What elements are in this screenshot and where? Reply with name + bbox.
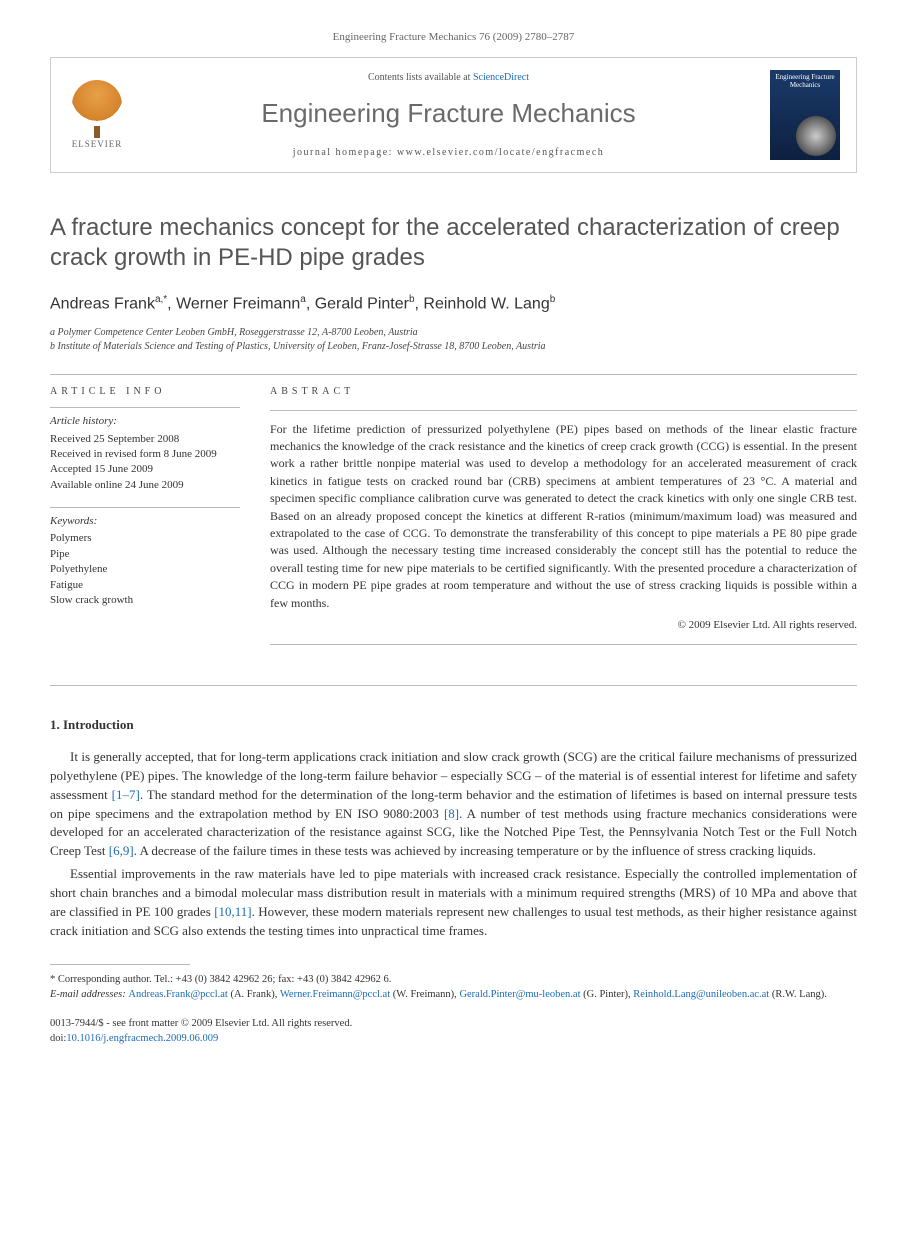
abstract-copyright: © 2009 Elsevier Ltd. All rights reserved… [270,618,857,634]
email-2[interactable]: Gerald.Pinter@mu-leoben.at [459,989,580,1000]
keyword-1: Pipe [50,547,240,562]
keyword-2: Polyethylene [50,562,240,577]
abstract-text: For the lifetime prediction of pressuriz… [270,421,857,612]
ref-1-7-link[interactable]: [1–7] [112,787,140,802]
author-2: Gerald Pinter [315,296,409,313]
affiliation-a: a Polymer Competence Center Leoben GmbH,… [50,326,857,340]
email-3-who: (R.W. Lang). [769,989,827,1000]
divider [50,374,857,375]
running-header: Engineering Fracture Mechanics 76 (2009)… [50,30,857,45]
email-label: E-mail addresses: [50,989,128,1000]
authors-line: Andreas Franka,*, Werner Freimanna, Gera… [50,293,857,316]
journal-cover-thumbnail: Engineering Fracture Mechanics [770,70,840,160]
email-0[interactable]: Andreas.Frank@pccl.at [128,989,227,1000]
article-history-block: Article history: Received 25 September 2… [50,407,240,493]
journal-center: Contents lists available at ScienceDirec… [143,71,754,159]
article-info-column: ARTICLE INFO Article history: Received 2… [50,385,240,655]
front-matter: 0013-7944/$ - see front matter © 2009 El… [50,1017,857,1032]
author-3: Reinhold W. Lang [423,296,549,313]
history-3: Available online 24 June 2009 [50,478,240,493]
section-divider [50,685,857,686]
ref-10-11-link[interactable]: [10,11] [214,904,251,919]
keyword-3: Fatigue [50,578,240,593]
author-2-sup: b [409,294,415,305]
article-title: A fracture mechanics concept for the acc… [50,213,857,273]
email-3[interactable]: Reinhold.Lang@unileoben.ac.at [633,989,769,1000]
corresponding-label: * Corresponding author. Tel.: +43 (0) 38… [50,973,857,988]
intro-para-2: Essential improvements in the raw materi… [50,865,857,940]
corresponding-author: * Corresponding author. Tel.: +43 (0) 38… [50,973,857,1002]
history-0: Received 25 September 2008 [50,432,240,447]
elsevier-logo: ELSEVIER [67,80,127,150]
abstract-divider [270,410,857,411]
email-1[interactable]: Werner.Freimann@pccl.at [280,989,390,1000]
author-0: Andreas Frank [50,296,155,313]
affiliation-b: b Institute of Materials Science and Tes… [50,340,857,354]
history-2: Accepted 15 June 2009 [50,462,240,477]
ref-8-link[interactable]: [8] [444,806,459,821]
doi-block: 0013-7944/$ - see front matter © 2009 El… [50,1017,857,1046]
sciencedirect-link[interactable]: ScienceDirect [473,72,529,83]
footer-separator [50,964,190,965]
keywords-block: Keywords: Polymers Pipe Polyethylene Fat… [50,507,240,608]
keywords-title: Keywords: [50,514,240,529]
abstract-column: ABSTRACT For the lifetime prediction of … [270,385,857,655]
intro-para-1: It is generally accepted, that for long-… [50,748,857,861]
email-2-who: (G. Pinter), [581,989,634,1000]
keyword-4: Slow crack growth [50,593,240,608]
email-0-who: (A. Frank), [228,989,280,1000]
intro-heading: 1. Introduction [50,716,857,734]
ref-6-9-link[interactable]: [6,9] [109,843,134,858]
author-0-sup: a,* [155,294,167,305]
elsevier-tree-icon [72,80,122,129]
author-1-sup: a [300,294,306,305]
doi-line: doi:10.1016/j.engfracmech.2009.06.009 [50,1032,857,1047]
contents-available-line: Contents lists available at ScienceDirec… [143,71,754,85]
article-info-label: ARTICLE INFO [50,385,240,399]
history-1: Received in revised form 8 June 2009 [50,447,240,462]
elsevier-label: ELSEVIER [72,138,123,151]
author-1: Werner Freimann [176,296,300,313]
doi-link[interactable]: 10.1016/j.engfracmech.2009.06.009 [66,1033,218,1044]
info-abstract-row: ARTICLE INFO Article history: Received 2… [50,385,857,655]
cover-image-icon [796,116,836,156]
doi-label: doi: [50,1033,66,1044]
p1-post: . A decrease of the failure times in the… [134,843,816,858]
email-line: E-mail addresses: Andreas.Frank@pccl.at … [50,988,857,1003]
history-title: Article history: [50,414,240,429]
journal-name: Engineering Fracture Mechanics [143,95,754,131]
abstract-bottom-divider [270,644,857,645]
journal-homepage: journal homepage: www.elsevier.com/locat… [143,146,754,160]
journal-header-box: ELSEVIER Contents lists available at Sci… [50,57,857,173]
author-3-sup: b [550,294,556,305]
keyword-0: Polymers [50,531,240,546]
abstract-label: ABSTRACT [270,385,857,400]
affiliations: a Polymer Competence Center Leoben GmbH,… [50,326,857,354]
email-1-who: (W. Freimann), [390,989,459,1000]
contents-prefix: Contents lists available at [368,72,473,83]
cover-title: Engineering Fracture Mechanics [774,74,836,89]
